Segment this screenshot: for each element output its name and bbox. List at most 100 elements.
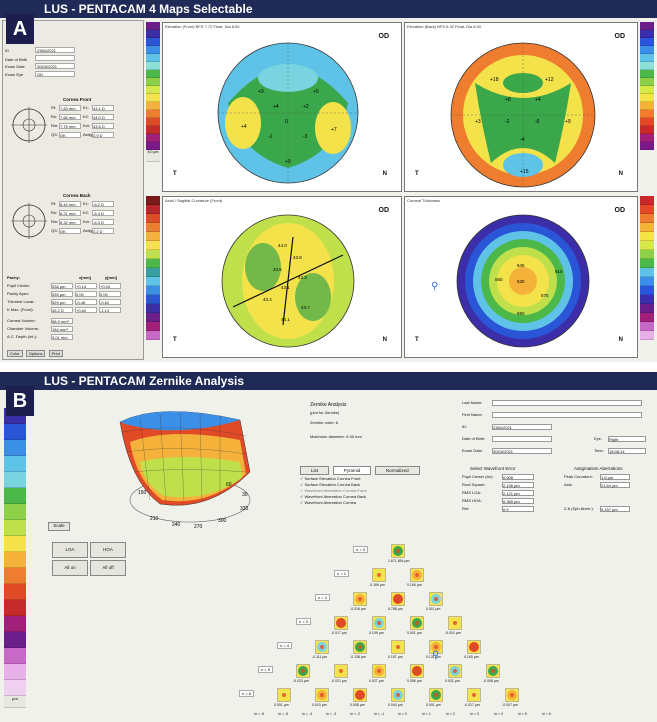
- zernike-term-value: -0.111 µm: [312, 655, 328, 659]
- curv-value: 43.8: [293, 255, 302, 260]
- zernike-term-icon[interactable]: [467, 640, 481, 654]
- field-dob-b: Date of Birth:: [462, 436, 552, 443]
- elev-front-value: +9: [285, 159, 291, 165]
- zernike-term-value: 0.788 µm: [388, 607, 403, 611]
- panel-a-four-maps: LUS - PENTACAM 4 Maps Selectable A ID 238…: [0, 0, 657, 362]
- zernike-term-icon[interactable]: [429, 640, 443, 654]
- map-axial-curvature[interactable]: Axial / Sagittal Curvature (Front) OD 44…: [162, 196, 402, 358]
- field-first-name: First Name:: [462, 412, 642, 419]
- zoom-icon-b[interactable]: ⚲: [432, 650, 440, 661]
- map-corneal-thickness[interactable]: Corneal Thickness OD ⚲ 530 545 560 575 5…: [404, 196, 638, 358]
- field-dob: Date of Birth: [5, 55, 75, 62]
- window-title-a: LUS - PENTACAM 4 Maps Selectable: [0, 0, 657, 18]
- options-button[interactable]: Options: [25, 350, 46, 357]
- pyramid-row-label: n = 6: [239, 690, 255, 697]
- zernike-term-icon[interactable]: [505, 688, 519, 702]
- color-scale-elevation-back: [640, 22, 654, 174]
- zernike-term-icon[interactable]: [448, 616, 462, 630]
- zernike-term-icon[interactable]: [391, 592, 405, 606]
- thickness-value: 545: [517, 263, 525, 268]
- thickness-value: 575: [541, 293, 549, 298]
- zernike-term-icon[interactable]: [277, 688, 291, 702]
- all-off-button[interactable]: All off: [90, 560, 126, 576]
- m-index-label: m = 3: [470, 712, 479, 716]
- zernike-term-icon[interactable]: [353, 640, 367, 654]
- elev-front-value: +2: [303, 104, 309, 110]
- zernike-term-icon[interactable]: [334, 616, 348, 630]
- zernike-term-icon[interactable]: [315, 688, 329, 702]
- cornea-back-axis-icon: [11, 203, 47, 239]
- map-elevation-back[interactable]: Elevation (Back) BFS 6.32 Float, Dia 8.0…: [404, 22, 638, 192]
- view-tabs: List Pyramid Normalized: [300, 466, 422, 475]
- print-button[interactable]: Print: [48, 350, 63, 357]
- option-item[interactable]: ✓ Wavefront Aberration Cornea Front: [300, 488, 367, 493]
- zernike-term-icon[interactable]: [372, 616, 386, 630]
- elev-front-value: -3: [303, 134, 308, 140]
- zernike-term-value: -0.008 µm: [483, 679, 499, 683]
- hoa-button[interactable]: HOA: [90, 542, 126, 558]
- option-item[interactable]: ✓ Surface Elevation Cornea Front: [300, 476, 361, 481]
- field-exam-eye: Exam Eye OD: [5, 71, 75, 78]
- zernike-term-icon[interactable]: [410, 616, 424, 630]
- zernike-term-icon[interactable]: [410, 664, 424, 678]
- color-button[interactable]: Color: [7, 350, 23, 357]
- tab-list[interactable]: List: [300, 466, 330, 475]
- zernike-term-icon[interactable]: [410, 568, 424, 582]
- zernike-term-icon[interactable]: [448, 664, 462, 678]
- cornea-back-values: Rf: 6.44 mm K1: -6.2 D Rs: 6.21 mm K2: -6.4 D …: [51, 201, 116, 237]
- m-index-label: m = 0: [398, 712, 407, 716]
- zernike-term-icon[interactable]: [372, 664, 386, 678]
- zoom-icon[interactable]: ⚲: [431, 281, 439, 292]
- zernike-term-icon[interactable]: [315, 640, 329, 654]
- option-item[interactable]: ✓ Surface Elevation Cornea Back: [300, 482, 361, 487]
- axis-tick: 210: [150, 516, 159, 522]
- zernike-term-value: 0.190 µm: [464, 655, 479, 659]
- zernike-term-value: 0.001 µm: [274, 703, 289, 707]
- zernike-term-value: 0.109 µm: [369, 631, 384, 635]
- zernike-term-icon[interactable]: [429, 688, 443, 702]
- zernike-term-value: 0.056 µm: [407, 679, 422, 683]
- elev-front-value: -1: [268, 134, 273, 140]
- zernike-term-icon[interactable]: [372, 568, 386, 582]
- patient-info-column: ID 2384/2021 Date of Birth Exam Date 30/04…: [2, 20, 144, 360]
- zernike-term-icon[interactable]: [296, 664, 310, 678]
- elev-front-value: 0: [285, 119, 288, 125]
- astig-values: Peak Curvature: 1.6 µm Axis: 21.64 µm Z-8 …: [564, 474, 630, 514]
- map-elevation-front[interactable]: Elevation (Front) BFS 7.72 Float, Dia 8.…: [162, 22, 402, 192]
- zernike-term-icon[interactable]: [467, 688, 481, 702]
- zernike-term-value: -0.138 µm: [350, 655, 366, 659]
- elev-front-value: +5: [313, 89, 319, 95]
- curv-value: 43.7: [301, 305, 310, 310]
- axis-tick: 330: [240, 506, 249, 512]
- zernike-term-icon[interactable]: [353, 688, 367, 702]
- option-item[interactable]: ✓ Wavefront Aberration Cornea: [300, 500, 357, 505]
- all-on-button[interactable]: All on: [52, 560, 88, 576]
- elev-back-value: -2: [505, 119, 510, 125]
- zernike-term-value: 0.196 µm: [407, 583, 422, 587]
- m-index-label: m = -2: [350, 712, 361, 716]
- zernike-term-icon[interactable]: [353, 592, 367, 606]
- zernike-term-icon[interactable]: [486, 664, 500, 678]
- loa-button[interactable]: LOA: [52, 542, 88, 558]
- zernike-term-icon[interactable]: [391, 688, 405, 702]
- zernike-term-icon[interactable]: [429, 592, 443, 606]
- zernike-term-value: 0.157 µm: [388, 655, 403, 659]
- field-id: ID 2384/2021: [5, 47, 75, 54]
- m-index-label: m = 4: [494, 712, 503, 716]
- zernike-term-value: -0.023 µm: [293, 679, 309, 683]
- m-index-label: m = -3: [326, 712, 337, 716]
- tab-normalized[interactable]: Normalized: [374, 466, 420, 475]
- elev-front-value: +7: [331, 127, 337, 133]
- panel-label-b: B: [6, 386, 34, 416]
- elev-back-value: +3: [475, 119, 481, 125]
- zernike-term-icon[interactable]: [391, 544, 405, 558]
- zernike-term-icon[interactable]: [391, 640, 405, 654]
- tab-pyramid[interactable]: Pyramid: [332, 466, 372, 475]
- zernike-term-value: 1.671.854 µm: [388, 559, 410, 563]
- field-exam-date-b: Exam Date: 30/04/2021: [462, 448, 552, 455]
- pachy-row: Thinnest Locat.: 529 µm -0.48 -0.62: [7, 299, 141, 307]
- scale-button[interactable]: Scale: [48, 522, 70, 531]
- m-index-label: m = -4: [302, 712, 313, 716]
- option-item[interactable]: ✓ Wavefront Aberration Cornea Back: [300, 494, 367, 499]
- zernike-term-icon[interactable]: [334, 664, 348, 678]
